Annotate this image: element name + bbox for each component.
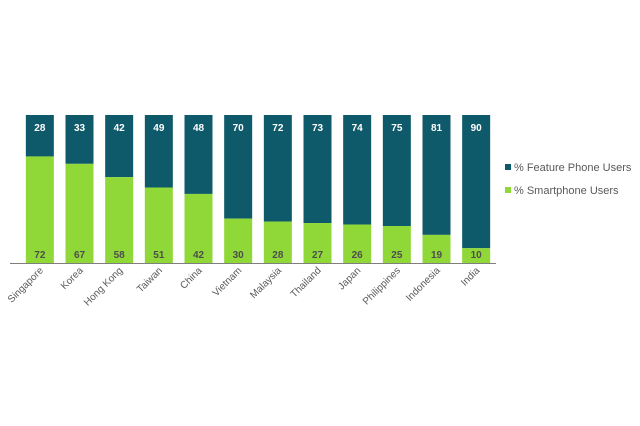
data-label-feature-phone: 75 xyxy=(391,123,403,134)
x-tick-label: Japan xyxy=(336,265,363,292)
data-label-smartphone: 19 xyxy=(431,250,443,261)
bar-feature-phone-china xyxy=(184,115,213,194)
data-label-feature-phone: 72 xyxy=(272,123,284,134)
x-tick-label: Korea xyxy=(59,265,86,292)
x-tick-label: China xyxy=(178,265,205,292)
data-label-feature-phone: 48 xyxy=(193,123,205,134)
bar-feature-phone-malaysia xyxy=(263,115,292,222)
data-label-smartphone: 26 xyxy=(352,250,364,261)
bar-smartphone-malaysia xyxy=(263,221,292,263)
data-label-feature-phone: 33 xyxy=(74,123,86,134)
bar-smartphone-vietnam xyxy=(224,218,253,263)
legend-label: % Feature Phone Users xyxy=(514,162,632,174)
x-tick-label: Vietnam xyxy=(211,265,245,299)
bar-smartphone-taiwan xyxy=(144,187,173,263)
legend-label: % Smartphone Users xyxy=(514,185,619,197)
x-tick-label: Philippines xyxy=(361,265,403,307)
data-label-feature-phone: 81 xyxy=(431,123,443,134)
legend: % Feature Phone Users % Smartphone Users xyxy=(505,162,632,197)
data-label-smartphone: 51 xyxy=(153,250,165,261)
bar-feature-phone-japan xyxy=(343,115,372,225)
bar-smartphone-korea xyxy=(65,163,94,263)
bar-feature-phone-indonesia xyxy=(422,115,451,235)
data-label-smartphone: 25 xyxy=(391,250,403,261)
x-tick-label: Hong Kong xyxy=(82,265,125,308)
data-label-feature-phone: 73 xyxy=(312,123,324,134)
legend-swatch xyxy=(505,187,511,193)
data-label-feature-phone: 90 xyxy=(471,123,483,134)
legend-swatch xyxy=(505,164,511,170)
data-label-smartphone: 10 xyxy=(471,250,483,261)
data-label-smartphone: 58 xyxy=(114,250,126,261)
bar-feature-phone-korea xyxy=(65,115,94,164)
data-label-smartphone: 67 xyxy=(74,250,86,261)
x-tick-label: Thailand xyxy=(289,265,324,300)
bar-feature-phone-vietnam xyxy=(224,115,253,219)
bar-smartphone-singapore xyxy=(25,156,54,263)
bar-smartphone-philippines xyxy=(382,226,411,263)
data-label-smartphone: 28 xyxy=(272,250,284,261)
bar-feature-phone-thailand xyxy=(303,115,332,224)
bar-feature-phone-taiwan xyxy=(144,115,173,188)
x-tick-label: Taiwan xyxy=(135,265,165,295)
data-label-smartphone: 30 xyxy=(233,250,245,261)
bar-smartphone-japan xyxy=(343,224,372,263)
bar-feature-phone-hong-kong xyxy=(105,115,134,178)
bar-feature-phone-india xyxy=(462,115,491,249)
data-label-feature-phone: 49 xyxy=(153,123,165,134)
bar-smartphone-china xyxy=(184,193,213,263)
x-tick-label: Indonesia xyxy=(404,265,443,304)
data-label-feature-phone: 70 xyxy=(233,123,245,134)
x-tick-label: India xyxy=(459,265,482,288)
x-tick-label: Singapore xyxy=(6,265,46,305)
bar-feature-phone-philippines xyxy=(382,115,411,226)
bar-smartphone-thailand xyxy=(303,223,332,263)
bars-group: 28 72 33 67 42 58 49 51 48 42 70 30 72 28 73 27 74 26 75 25… xyxy=(25,115,491,263)
bar-smartphone-indonesia xyxy=(422,234,451,263)
data-label-feature-phone: 74 xyxy=(352,123,364,134)
bar-smartphone-india xyxy=(462,248,491,263)
bar-smartphone-hong-kong xyxy=(105,177,134,263)
data-label-smartphone: 72 xyxy=(34,250,46,261)
data-label-smartphone: 42 xyxy=(193,250,205,261)
data-label-feature-phone: 42 xyxy=(114,123,126,134)
bar-feature-phone-singapore xyxy=(25,115,54,157)
data-label-smartphone: 27 xyxy=(312,250,324,261)
data-label-feature-phone: 28 xyxy=(34,123,46,134)
x-tick-label: Malaysia xyxy=(248,265,284,301)
